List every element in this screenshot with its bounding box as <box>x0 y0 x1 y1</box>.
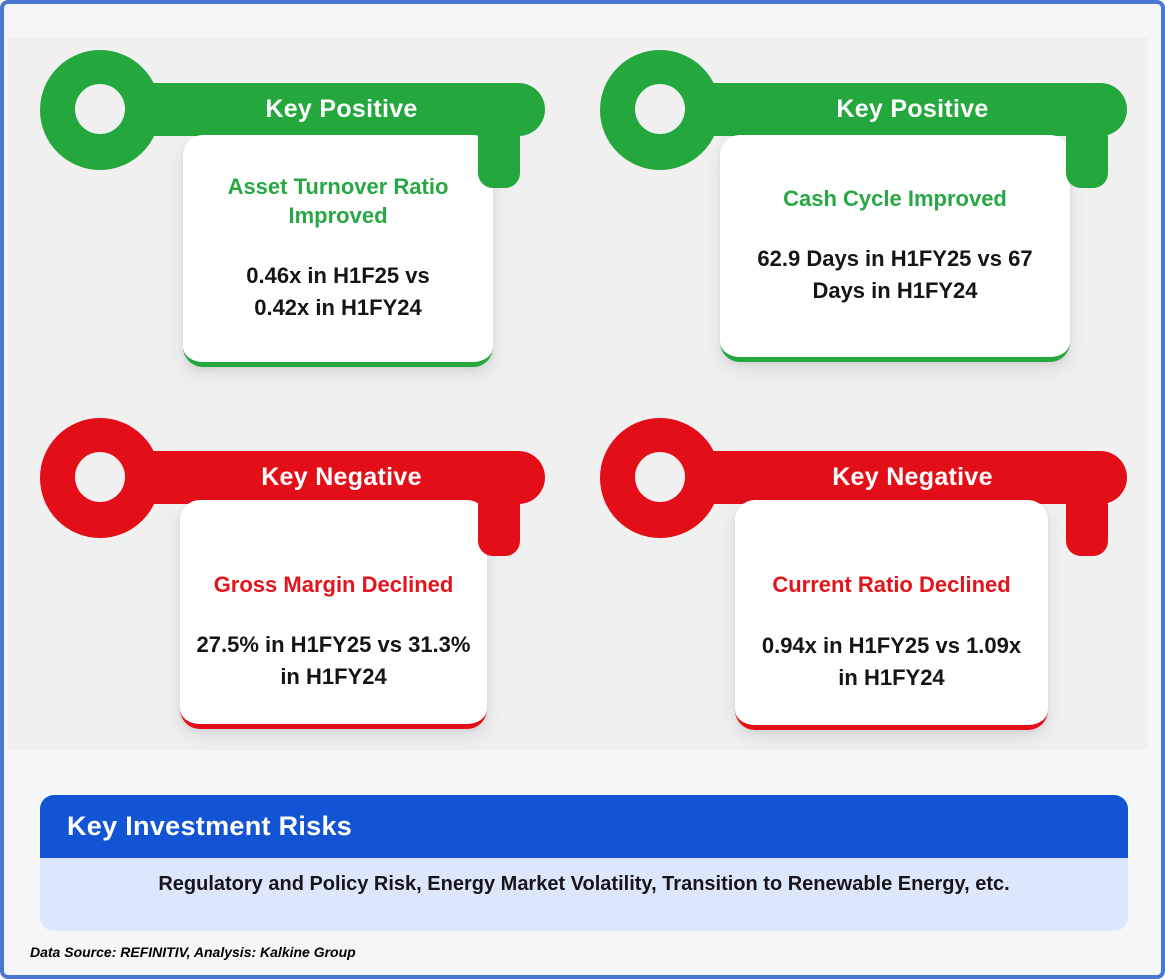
metric-detail: 0.94x in H1FY25 vs 1.09x in H1FY24 <box>762 630 1021 694</box>
key-icon <box>600 50 720 170</box>
key-negative-card-1: Key Negative Gross Margin Declined 27.5%… <box>40 418 585 748</box>
key-icon <box>40 418 160 538</box>
key-positive-ribbon: Key Positive <box>98 83 545 136</box>
metric-detail-line-2: Days in H1FY24 <box>812 278 978 304</box>
key-positive-card-1: Key Positive Asset Turnover Ratio Improv… <box>40 50 585 380</box>
metric-heading: Cash Cycle Improved <box>783 185 1007 211</box>
data-source-note: Data Source: REFINITIV, Analysis: Kalkin… <box>30 944 356 960</box>
metric-card: Cash Cycle Improved 62.9 Days in H1FY25 … <box>720 135 1070 362</box>
metric-heading: Asset Turnover Ratio Improved <box>227 174 449 228</box>
metric-detail: 0.46x in H1F25 vs 0.42x in H1FY24 <box>246 260 429 324</box>
key-tooth <box>1066 133 1108 188</box>
metric-heading: Current Ratio Declined <box>772 572 1011 598</box>
key-positive-ribbon: Key Positive <box>658 83 1127 136</box>
key-tooth <box>478 501 520 556</box>
risks-text: Regulatory and Policy Risk, Energy Marke… <box>158 873 1010 895</box>
key-negative-label: Key Negative <box>832 463 993 491</box>
key-tooth <box>478 133 520 188</box>
key-tooth <box>1066 501 1108 556</box>
key-icon <box>40 50 160 170</box>
metric-detail-line-1: 62.9 Days in H1FY25 vs 67 <box>757 246 1033 272</box>
metric-detail-line-1: 0.94x in H1FY25 vs 1.09x <box>761 632 1022 658</box>
key-negative-ribbon: Key Negative <box>98 451 545 504</box>
metric-detail: 62.9 Days in H1FY25 vs 67 Days in H1FY24 <box>757 243 1032 307</box>
key-negative-ribbon: Key Negative <box>658 451 1127 504</box>
key-icon <box>600 418 720 538</box>
key-positive-label: Key Positive <box>836 95 989 123</box>
key-positive-label: Key Positive <box>265 95 418 123</box>
metric-detail-line-1: 27.5% in H1FY25 vs 31.3% <box>196 632 471 658</box>
metric-detail-line-2: 0.42x in H1FY24 <box>254 295 422 321</box>
metric-detail-line-2: in H1FY24 <box>280 664 387 690</box>
metric-detail-line-1: 0.46x in H1F25 vs <box>246 263 430 289</box>
risks-body: Regulatory and Policy Risk, Energy Marke… <box>40 858 1128 931</box>
metric-card: Current Ratio Declined 0.94x in H1FY25 v… <box>735 500 1048 730</box>
key-negative-card-2: Key Negative Current Ratio Declined 0.94… <box>600 418 1145 748</box>
metric-detail: 27.5% in H1FY25 vs 31.3% in H1FY24 <box>197 629 471 693</box>
risks-header: Key Investment Risks <box>40 795 1128 858</box>
key-positive-card-2: Key Positive Cash Cycle Improved 62.9 Da… <box>600 50 1145 380</box>
metric-card: Asset Turnover Ratio Improved 0.46x in H… <box>183 135 493 367</box>
metric-card: Gross Margin Declined 27.5% in H1FY25 vs… <box>180 500 487 729</box>
risks-title: Key Investment Risks <box>67 811 353 841</box>
metric-detail-line-2: in H1FY24 <box>838 664 945 690</box>
metric-heading: Gross Margin Declined <box>213 571 454 597</box>
key-negative-label: Key Negative <box>261 463 422 491</box>
